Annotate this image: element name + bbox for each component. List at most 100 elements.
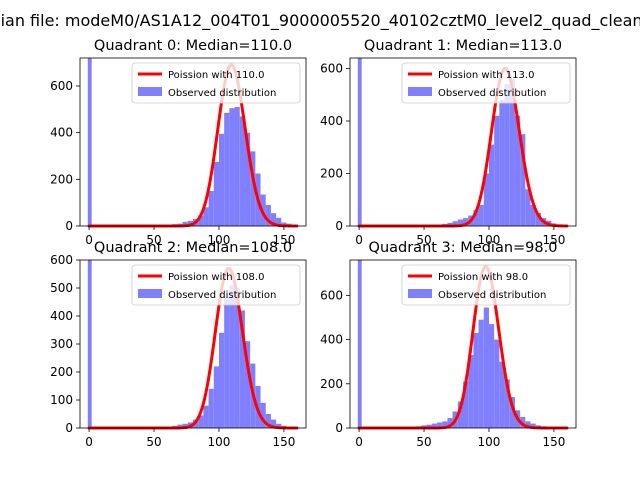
y-tick-label: 0	[335, 219, 343, 233]
histogram-bar	[509, 79, 515, 226]
histogram-bar	[208, 191, 214, 226]
histogram-bar	[224, 112, 230, 226]
histogram-bar	[442, 421, 448, 428]
subplot-title: Quadrant 0: Median=110.0	[94, 38, 292, 54]
histogram-bar	[239, 310, 245, 428]
legend: Poission with 108.0 Observed distribution	[131, 264, 301, 306]
histogram-bar	[213, 161, 219, 226]
histogram-bar	[276, 423, 282, 428]
histogram-bar	[218, 332, 225, 428]
figure-suptitle: Median file: modeM0/AS1A12_004T01_900000…	[0, 11, 640, 31]
subplot-quadrant-2: 0 50 100 150 0 100 200 300 400 500 600 Quadrant 2: …	[50, 240, 307, 449]
subplot-title: Quadrant 2: Median=108.0	[94, 240, 292, 256]
legend: Poission with 113.0 Observed distribution	[401, 62, 571, 104]
x-tick-label: 50	[416, 233, 431, 247]
y-tick-label: 100	[50, 393, 73, 407]
histogram-bar	[203, 207, 209, 226]
histogram-bar	[463, 381, 469, 428]
legend-label-observed: Observed distribution	[168, 290, 276, 301]
histogram-bar	[525, 189, 531, 226]
histogram-bar	[250, 151, 256, 226]
x-tick-label: 150	[272, 435, 295, 449]
histogram-bar	[514, 115, 521, 226]
legend-box	[131, 62, 301, 104]
legend: Poission with 110.0 Observed distribution	[131, 62, 301, 104]
histogram-bar	[520, 134, 526, 226]
histogram-bar	[494, 115, 500, 226]
histogram-bar	[234, 107, 240, 226]
histogram-bar	[265, 414, 271, 428]
legend-label-observed: Observed distribution	[438, 88, 546, 99]
histogram-bar	[535, 212, 541, 226]
subplot-quadrant-0: 0 50 100 150 0 200 400 600 Quadrant 0: Median=11…	[50, 38, 307, 247]
y-tick-label: 200	[320, 167, 343, 181]
histogram-bar	[509, 397, 515, 428]
histogram-bar	[437, 422, 443, 428]
legend-box	[401, 62, 571, 104]
histogram-bar	[473, 332, 479, 428]
histogram-bar	[478, 205, 484, 226]
histogram-bar	[447, 418, 453, 428]
x-tick-label: 100	[208, 435, 231, 449]
histogram-bar	[87, 260, 92, 428]
histogram-bar	[494, 339, 500, 428]
histogram-bar	[483, 307, 489, 428]
histogram-bar	[499, 361, 505, 428]
legend-box	[131, 264, 301, 306]
subplot-title: Quadrant 3: Median=98.0	[369, 240, 558, 256]
y-tick-label: 0	[65, 219, 73, 233]
y-tick-label: 600	[50, 253, 73, 267]
x-tick-label: 50	[146, 435, 161, 449]
histogram-bar	[198, 215, 204, 226]
histogram-bar	[357, 260, 362, 428]
histogram-bar	[203, 405, 209, 428]
y-tick-label: 500	[50, 281, 73, 295]
legend-label-poisson: Poission with 110.0	[168, 70, 264, 81]
y-tick-label: 200	[320, 377, 343, 391]
legend-bar-swatch	[408, 87, 432, 96]
histogram-bar	[182, 221, 188, 226]
histogram-bar	[229, 108, 235, 226]
y-tick-label: 0	[335, 421, 343, 435]
histogram-bar	[281, 222, 287, 226]
x-tick-label: 0	[355, 435, 363, 449]
histogram-bar	[473, 210, 479, 226]
histogram-bar	[270, 213, 277, 226]
histogram-bar	[478, 319, 484, 428]
axes-frame	[79, 57, 307, 227]
legend-label-poisson: Poission with 98.0	[438, 272, 528, 283]
y-tick-label: 300	[50, 337, 73, 351]
histogram-bar	[452, 221, 458, 226]
histogram-bar	[483, 173, 489, 226]
histogram-bar	[447, 222, 453, 226]
histogram-bar	[208, 388, 214, 428]
histogram-bar	[468, 355, 474, 428]
histogram-bar	[244, 341, 251, 428]
histogram-bar	[488, 324, 495, 428]
y-tick-label: 200	[50, 365, 73, 379]
legend-box	[401, 264, 571, 306]
y-tick-label: 400	[50, 126, 73, 140]
histogram-bar	[504, 84, 510, 226]
histogram-bar	[234, 288, 240, 428]
histogram-bar	[457, 401, 463, 428]
x-tick-label: 150	[542, 233, 565, 247]
axes-frame	[349, 259, 577, 429]
histogram-bar	[463, 218, 469, 226]
x-tick-label: 150	[272, 233, 295, 247]
x-tick-label: 0	[355, 233, 363, 247]
y-tick-label: 600	[50, 79, 73, 93]
histogram-bar	[426, 424, 432, 428]
histogram-bar	[488, 144, 495, 226]
legend-label-observed: Observed distribution	[168, 88, 276, 99]
subplot-quadrant-1: 0 50 100 150 0 200 400 600 Quadrant 1: Median=11…	[320, 38, 577, 247]
histogram-bar	[357, 58, 362, 226]
y-tick-label: 600	[320, 288, 343, 302]
x-tick-label: 50	[416, 435, 431, 449]
y-tick-label: 400	[50, 309, 73, 323]
x-tick-label: 0	[85, 435, 93, 449]
x-tick-label: 150	[542, 435, 565, 449]
histogram-bar	[530, 423, 536, 428]
y-tick-label: 0	[65, 421, 73, 435]
histogram-bar	[213, 366, 219, 428]
